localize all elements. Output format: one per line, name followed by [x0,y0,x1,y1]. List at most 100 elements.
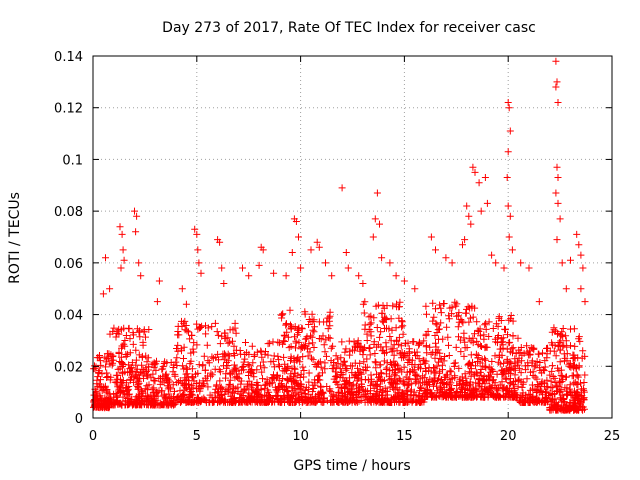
data-point [335,384,343,392]
data-point [300,367,308,374]
data-point [224,357,232,365]
data-point [403,368,411,376]
data-point [230,367,238,375]
data-point [148,385,156,393]
data-point [555,367,563,375]
data-point [261,350,269,358]
data-point [243,349,251,357]
data-point [511,359,519,367]
data-point [429,299,437,307]
data-point [556,379,564,386]
data-point [164,385,172,393]
data-point [226,338,234,346]
data-point [415,397,423,405]
data-point [90,391,98,399]
data-point [578,405,586,413]
data-point [169,400,177,408]
data-point [518,398,526,406]
data-point [345,337,353,345]
data-point [338,338,346,346]
data-point [248,342,256,350]
data-point [305,321,313,328]
data-point [579,406,587,414]
data-point [360,358,368,366]
data-point [398,317,406,325]
data-point-peak [575,241,583,249]
data-point [392,395,400,403]
data-point [107,373,115,381]
y-axis-label: ROTI / TECUs [7,192,23,284]
data-point [548,362,556,370]
data-point [287,321,294,329]
data-point [453,312,461,320]
data-point-peak [481,174,489,181]
data-point [571,387,578,395]
data-point [359,366,367,374]
data-point [285,344,293,352]
data-point [280,331,288,339]
data-point [227,370,234,378]
data-point [509,332,517,340]
data-point [136,327,143,335]
data-point [107,351,115,359]
data-point [213,328,221,336]
data-point [399,330,407,338]
data-point [500,359,508,367]
data-point-peak [469,163,477,171]
data-point [396,366,404,374]
data-point [332,372,340,380]
data-point-peak [197,269,205,277]
data-point [477,332,484,340]
data-point [440,391,448,399]
data-point [559,325,567,332]
data-point-peak [552,57,560,65]
data-point [531,373,539,381]
data-point [181,317,189,325]
data-point [315,359,323,367]
data-point-peak [400,277,408,285]
data-point [380,398,388,406]
data-point [430,313,438,321]
data-point [563,384,571,392]
data-point [470,386,477,394]
y-tick-label: 0.02 [54,360,83,375]
data-point-peak [338,184,346,192]
data-point [562,403,570,411]
data-point-peak [562,285,570,293]
data-point-peak [411,285,419,293]
data-point [430,382,437,390]
y-tick-label: 0 [75,412,83,427]
data-point [458,317,466,325]
data-point [150,376,158,384]
data-point [400,398,408,406]
data-point [270,363,278,371]
data-point [314,376,321,384]
data-point [130,373,138,381]
data-point [437,309,445,317]
data-point [556,394,564,402]
data-point [304,345,312,353]
data-point [304,397,312,405]
data-point-peak [505,104,513,112]
data-point [364,394,372,402]
data-point [524,399,532,406]
data-point [224,386,232,394]
data-point-peak [508,246,516,254]
data-point-peak [504,99,512,106]
data-point [275,339,283,347]
data-point [305,385,313,393]
data-point [522,366,530,374]
data-point [477,366,485,373]
data-point [201,366,209,374]
data-point [552,352,560,360]
data-point-peak [178,285,186,293]
data-point [94,383,102,391]
y-tick-label: 0.14 [54,50,83,65]
data-point [245,389,253,397]
data-point [443,323,451,331]
data-point-peak [504,148,512,156]
data-point [422,302,430,310]
data-point [200,394,208,402]
data-point [393,384,401,392]
data-point [236,398,243,406]
